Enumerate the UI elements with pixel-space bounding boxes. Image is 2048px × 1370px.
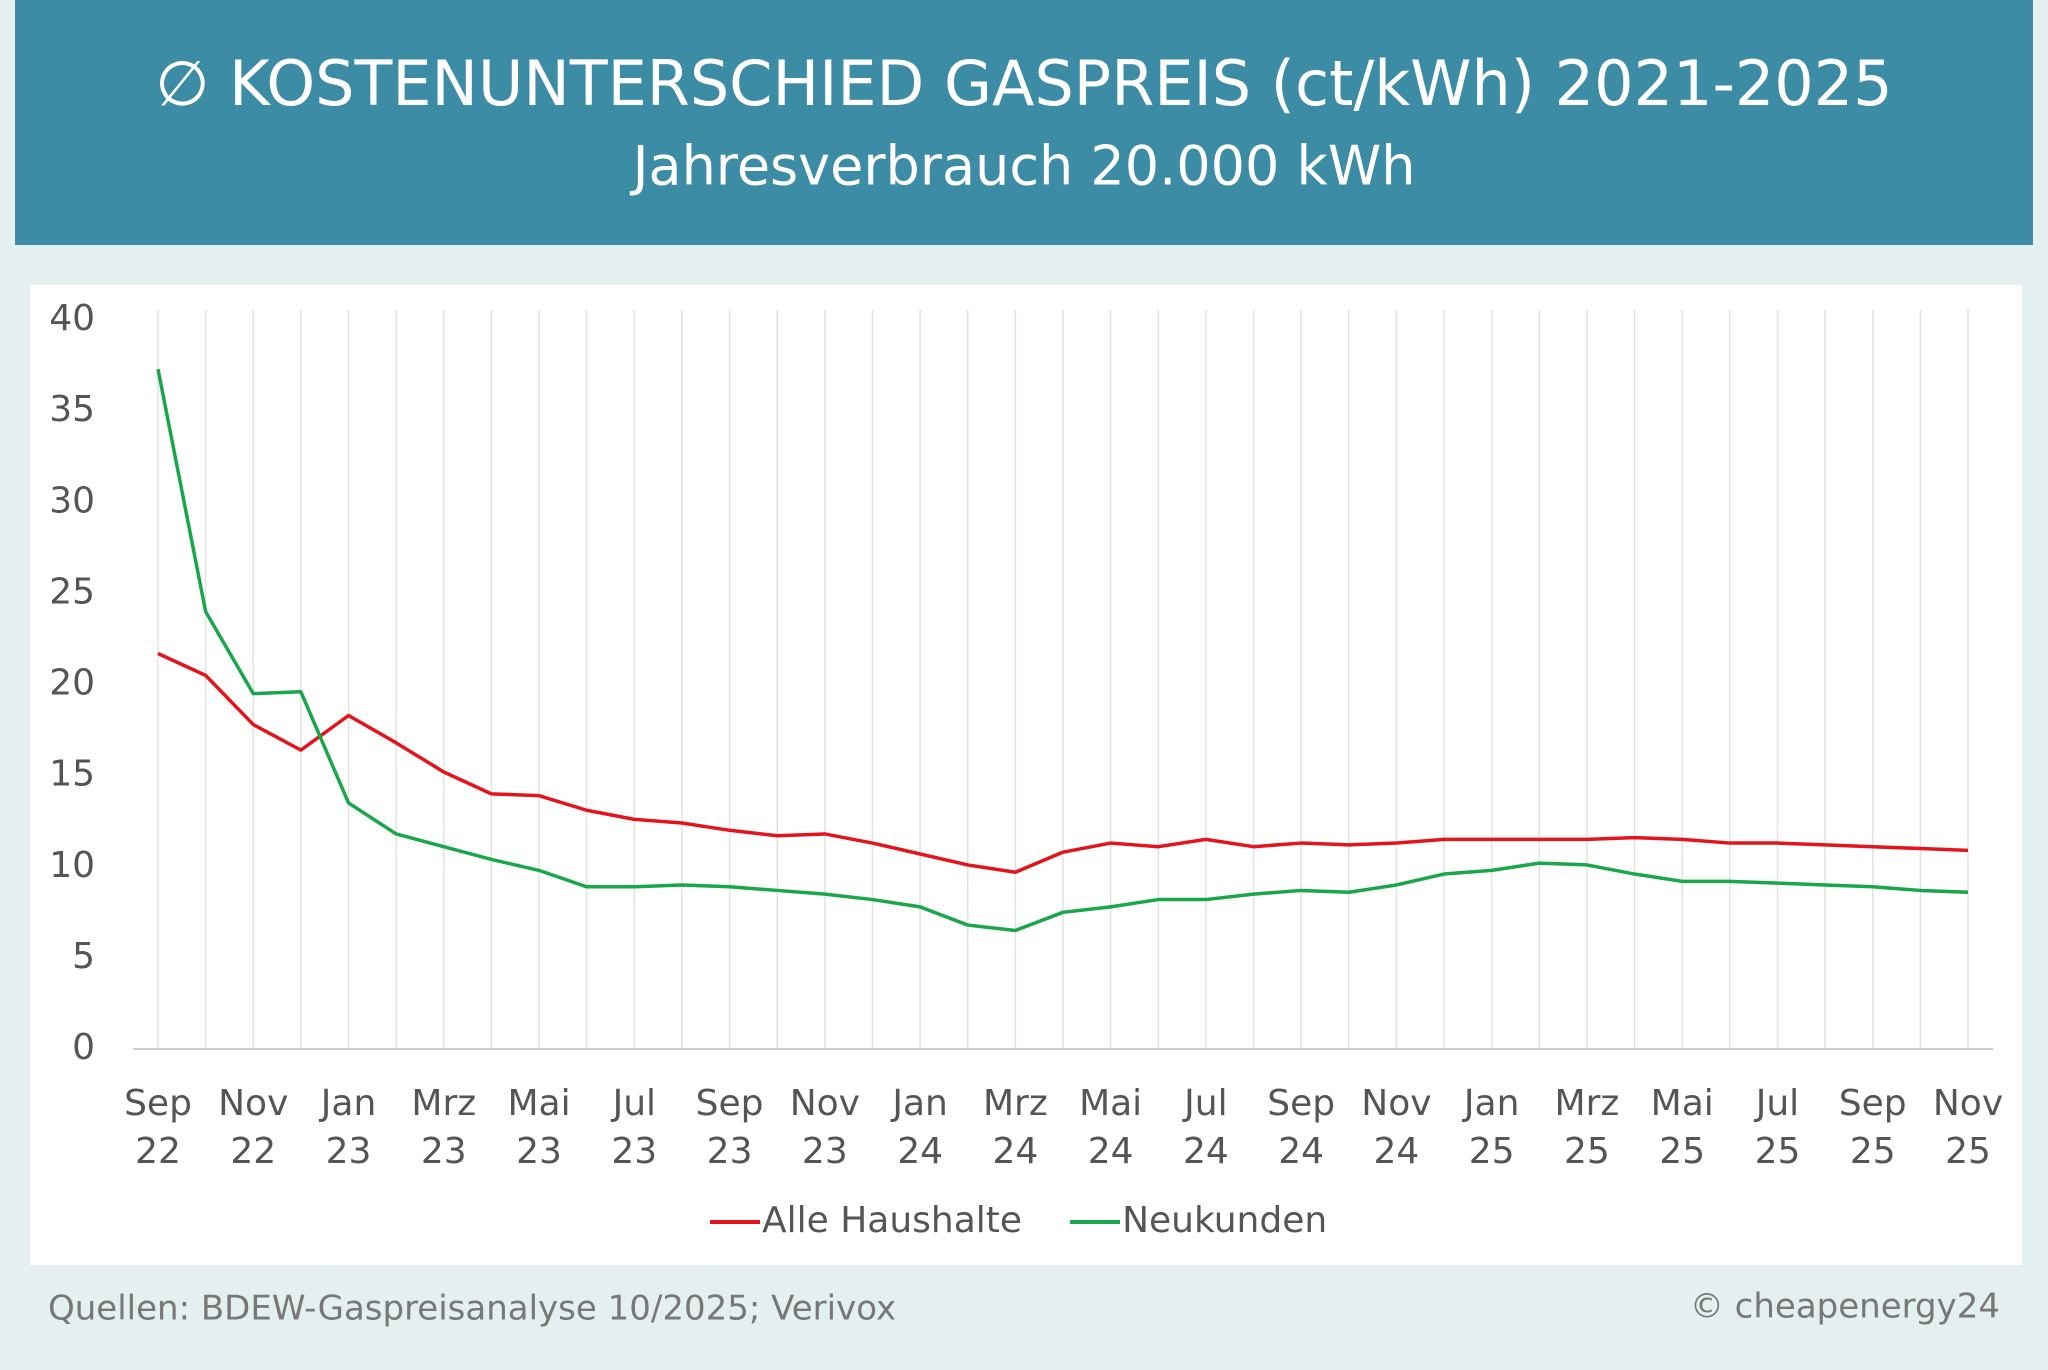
series-line [157, 651, 1969, 874]
x-tick-label: Jan 23 [320, 1083, 377, 1172]
x-tick-label: Nov 24 [1361, 1083, 1432, 1172]
x-tick-label: Nov 22 [218, 1083, 289, 1172]
x-tick-label: Mrz 25 [1554, 1083, 1620, 1172]
x-tick-label: Jan 24 [892, 1083, 948, 1172]
x-tick-label: Jan 25 [1463, 1083, 1520, 1172]
x-tick-label: Sep 22 [124, 1083, 192, 1172]
source-note: Quellen: BDEW-Gaspreisanalyse 10/2025; V… [48, 1289, 896, 1329]
x-tick-label: Jul 24 [1182, 1083, 1229, 1172]
y-tick-label: 35 [49, 389, 95, 430]
y-tick-label: 15 [49, 754, 95, 795]
credit: © cheapenergy24 [1690, 1287, 2000, 1327]
plot-panel [30, 285, 2022, 1265]
series-line [156, 368, 1969, 933]
x-tick-label: Mrz 23 [411, 1083, 477, 1172]
x-tick-label: Mrz 24 [982, 1083, 1048, 1172]
x-tick-label: Nov 23 [789, 1083, 860, 1172]
y-tick-label: 5 [72, 936, 95, 977]
legend-label: Neukunden [1122, 1200, 1327, 1241]
y-tick-label: 40 [49, 298, 95, 339]
y-tick-label: 30 [49, 480, 95, 521]
x-tick-label: Sep 24 [1267, 1083, 1336, 1172]
x-tick-label: Mai 24 [1079, 1083, 1143, 1172]
x-tick-label: Nov 25 [1932, 1083, 2004, 1172]
chart-title: ∅ KOSTENUNTERSCHIED GASPREIS (ct/kWh) 20… [155, 47, 1892, 120]
y-tick-label: 25 [49, 571, 95, 612]
y-tick-label: 10 [49, 845, 95, 886]
x-tick-label: Mai 23 [507, 1083, 571, 1172]
y-tick-label: 0 [72, 1027, 95, 1068]
chart-subtitle: Jahresverbrauch 20.000 kWh [630, 135, 1416, 198]
x-tick-label: Jul 25 [1754, 1083, 1801, 1172]
x-tick-label: Jul 23 [611, 1083, 658, 1172]
y-tick-label: 20 [49, 663, 95, 704]
x-tick-label: Sep 25 [1838, 1083, 1907, 1172]
header-band [15, 0, 2033, 245]
legend-label: Alle Haushalte [762, 1200, 1022, 1241]
x-tick-label: Sep 23 [695, 1083, 764, 1172]
x-tick-label: Mai 25 [1650, 1083, 1714, 1172]
